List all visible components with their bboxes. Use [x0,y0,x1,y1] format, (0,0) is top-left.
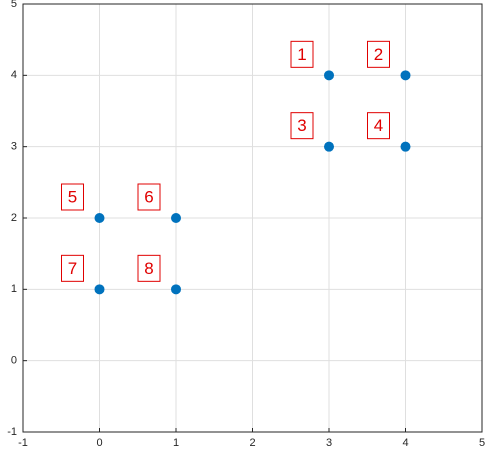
y-tick-label: 2 [11,212,17,224]
x-tick-label: 2 [249,437,255,449]
point [324,141,334,152]
label-box [367,112,390,140]
y-tick-label: 0 [11,355,17,367]
label-box [290,40,314,68]
point-label: 3 [297,116,306,135]
point-label: 4 [374,116,383,135]
point [171,213,181,223]
label-box [61,254,84,282]
x-tick-label: -1 [18,437,28,449]
y-tick-label: 1 [11,283,17,295]
y-tick-label: 5 [11,0,17,10]
x-tick-label: 0 [96,437,102,449]
point [400,141,411,152]
point-label: 1 [297,45,306,64]
label-box [137,183,161,211]
point [324,70,334,81]
y-tick-label: -1 [7,426,17,438]
y-tick-label: 4 [11,69,17,81]
point-label: 5 [68,187,77,206]
point [94,284,105,295]
point-label: 7 [68,259,77,278]
point-label: 6 [144,187,153,206]
label-box [61,183,84,211]
point-label: 2 [374,45,383,64]
x-tick-label: 5 [479,437,485,449]
x-tick-label: 4 [402,437,408,449]
y-tick-label: 3 [11,141,17,153]
point [171,284,181,295]
x-tick-label: 1 [173,437,179,449]
label-box [137,254,161,282]
axes-box [22,3,483,433]
label-box [290,112,314,140]
point [94,213,105,223]
x-tick-label: 3 [326,437,332,449]
point [400,70,411,81]
label-box [367,40,390,68]
point-label: 8 [144,259,153,278]
